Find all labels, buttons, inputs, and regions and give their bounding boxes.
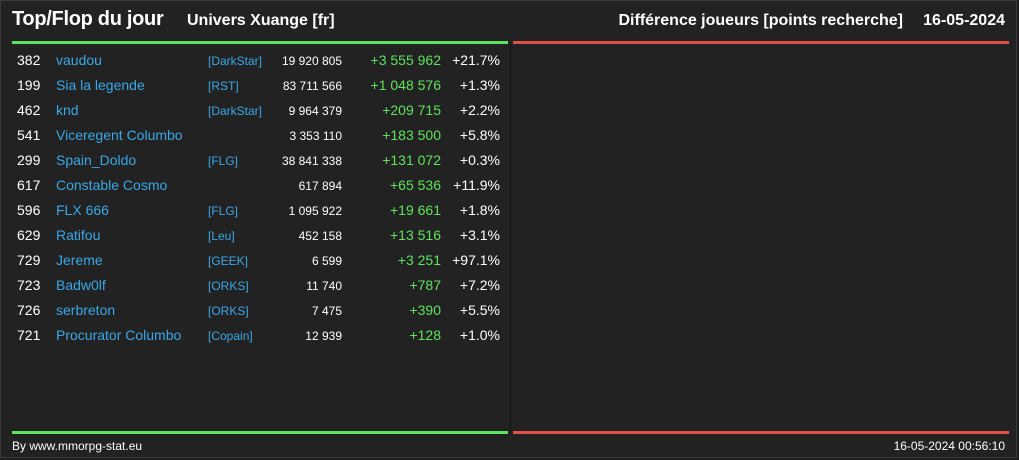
flop-section-top-line <box>513 41 1009 44</box>
player-name-link[interactable]: Badw0lf <box>56 277 106 293</box>
alliance-link[interactable]: [FLG] <box>208 204 239 218</box>
points-difference: +3 251 <box>397 252 441 268</box>
player-points: 452 158 <box>298 229 342 243</box>
player-rank: 629 <box>17 227 41 243</box>
percent-change: +7.2% <box>459 277 500 293</box>
alliance-link[interactable]: [Copain] <box>208 329 253 343</box>
table-row: 462 knd [DarkStar] 9 964 379 +209 715 +2… <box>12 98 508 123</box>
alliance-link[interactable]: [GEEK] <box>208 254 249 268</box>
universe-label: Univers Xuange [fr] <box>187 12 335 29</box>
points-difference: +787 <box>409 277 441 293</box>
percent-change: +5.5% <box>459 302 500 318</box>
player-name-link[interactable]: Ratifou <box>56 227 101 243</box>
points-difference: +3 555 962 <box>370 52 441 68</box>
alliance-link[interactable]: [DarkStar] <box>208 104 263 118</box>
points-difference: +19 661 <box>390 202 441 218</box>
table-row: 541 Viceregent Columbo 3 353 110 +183 50… <box>12 123 508 148</box>
percent-change: +1.0% <box>459 327 500 343</box>
player-rank: 617 <box>17 177 41 193</box>
generated-timestamp: 16-05-2024 00:56:10 <box>893 439 1005 453</box>
percent-change: +1.3% <box>459 77 500 93</box>
player-name-link[interactable]: FLX 666 <box>56 202 109 218</box>
points-difference: +209 715 <box>382 102 441 118</box>
player-rank: 596 <box>17 202 41 218</box>
flop-section-bottom-line <box>513 431 1009 434</box>
player-rank: 723 <box>17 277 41 293</box>
player-name-link[interactable]: knd <box>56 102 79 118</box>
player-name-link[interactable]: Viceregent Columbo <box>56 127 183 143</box>
alliance-link[interactable]: [Leu] <box>208 229 235 243</box>
alliance-link[interactable]: [FLG] <box>208 154 239 168</box>
player-rank: 726 <box>17 302 41 318</box>
points-difference: +183 500 <box>382 127 441 143</box>
table-row: 729 Jereme [GEEK] 6 599 +3 251 +97.1% <box>12 248 508 273</box>
table-row: 723 Badw0lf [ORKS] 11 740 +787 +7.2% <box>12 273 508 298</box>
player-points: 38 841 338 <box>281 154 342 168</box>
table-row: 721 Procurator Columbo [Copain] 12 939 +… <box>12 323 508 348</box>
alliance-link[interactable]: [ORKS] <box>208 304 249 318</box>
top-players-list: 382 vaudou [DarkStar] 19 920 805 +3 555 … <box>12 48 508 348</box>
player-points: 83 711 566 <box>282 79 342 93</box>
points-difference: +65 536 <box>390 177 441 193</box>
points-difference: +390 <box>409 302 441 318</box>
date-label: 16-05-2024 <box>923 12 1005 29</box>
page-title: Top/Flop du jour <box>12 8 164 30</box>
player-points: 3 353 110 <box>289 129 343 143</box>
site-credit: By www.mmorpg-stat.eu <box>12 439 143 453</box>
player-name-link[interactable]: Jereme <box>56 252 103 268</box>
percent-change: +0.3% <box>459 152 500 168</box>
player-rank: 729 <box>17 252 41 268</box>
player-name-link[interactable]: Constable Cosmo <box>56 177 168 193</box>
alliance-link[interactable]: [DarkStar] <box>208 54 263 68</box>
alliance-link[interactable]: [RST] <box>208 79 239 93</box>
player-points: 19 920 805 <box>281 54 342 68</box>
player-name-link[interactable]: serbreton <box>56 302 116 318</box>
player-points: 11 740 <box>306 279 342 293</box>
percent-change: +2.2% <box>459 102 500 118</box>
percent-change: +1.8% <box>459 202 500 218</box>
table-row: 617 Constable Cosmo 617 894 +65 536 +11.… <box>12 173 508 198</box>
player-name-link[interactable]: Procurator Columbo <box>56 327 182 343</box>
player-points: 7 475 <box>311 304 342 318</box>
table-row: 726 serbreton [ORKS] 7 475 +390 +5.5% <box>12 298 508 323</box>
player-rank: 199 <box>17 77 41 93</box>
player-points: 617 894 <box>298 179 342 193</box>
player-rank: 382 <box>17 52 41 68</box>
percent-change: +97.1% <box>452 252 500 268</box>
top-section-bottom-line <box>12 431 508 434</box>
points-difference: +13 516 <box>390 227 441 243</box>
points-difference: +128 <box>409 327 441 343</box>
player-rank: 721 <box>17 327 41 343</box>
player-rank: 462 <box>17 102 41 118</box>
player-rank: 541 <box>17 127 41 143</box>
percent-change: +3.1% <box>459 227 500 243</box>
table-row: 199 Sia la legende [RST] 83 711 566 +1 0… <box>12 73 508 98</box>
player-points: 6 599 <box>311 254 342 268</box>
points-difference: +131 072 <box>382 152 441 168</box>
player-name-link[interactable]: Sia la legende <box>56 77 145 93</box>
player-points: 1 095 922 <box>288 204 342 218</box>
section-divider <box>510 44 511 431</box>
player-name-link[interactable]: Spain_Doldo <box>56 152 137 168</box>
alliance-link[interactable]: [ORKS] <box>208 279 249 293</box>
table-row: 596 FLX 666 [FLG] 1 095 922 +19 661 +1.8… <box>12 198 508 223</box>
table-row: 299 Spain_Doldo [FLG] 38 841 338 +131 07… <box>12 148 508 173</box>
player-points: 12 939 <box>305 329 342 343</box>
percent-change: +11.9% <box>453 177 500 193</box>
percent-change: +5.8% <box>459 127 500 143</box>
player-rank: 299 <box>17 152 41 168</box>
player-name-link[interactable]: vaudou <box>56 52 102 68</box>
percent-change: +21.7% <box>452 52 500 68</box>
metric-label: Différence joueurs [points recherche] <box>618 12 903 29</box>
player-points: 9 964 379 <box>288 104 342 118</box>
table-row: 382 vaudou [DarkStar] 19 920 805 +3 555 … <box>12 48 508 73</box>
table-row: 629 Ratifou [Leu] 452 158 +13 516 +3.1% <box>12 223 508 248</box>
points-difference: +1 048 576 <box>370 77 441 93</box>
top-section-top-line <box>12 41 508 44</box>
